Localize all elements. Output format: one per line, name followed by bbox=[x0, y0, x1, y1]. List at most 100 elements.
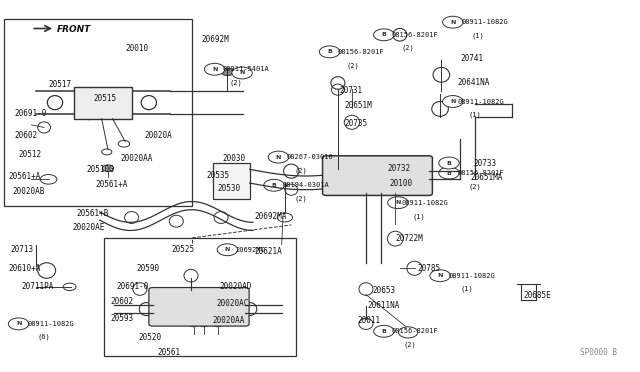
Text: 20030: 20030 bbox=[223, 154, 246, 163]
Text: N: N bbox=[239, 70, 244, 76]
Text: 20535: 20535 bbox=[206, 171, 230, 180]
Text: N: N bbox=[212, 67, 218, 72]
Text: 20561+A: 20561+A bbox=[8, 172, 41, 181]
Text: B: B bbox=[447, 161, 451, 166]
Circle shape bbox=[109, 113, 120, 120]
Text: N: N bbox=[16, 321, 21, 326]
Text: 20651M: 20651M bbox=[344, 101, 372, 110]
Circle shape bbox=[198, 321, 209, 327]
Text: N: N bbox=[276, 155, 281, 160]
Text: 08911-1082G: 08911-1082G bbox=[458, 99, 504, 105]
Text: 20722M: 20722M bbox=[396, 234, 423, 243]
Text: 20691-0: 20691-0 bbox=[117, 282, 149, 291]
Text: B: B bbox=[271, 183, 276, 188]
Text: 20515: 20515 bbox=[93, 94, 116, 103]
Circle shape bbox=[388, 197, 408, 209]
Text: N: N bbox=[225, 247, 230, 252]
Text: (1): (1) bbox=[413, 213, 426, 219]
Text: 20561+B: 20561+B bbox=[76, 209, 108, 218]
Circle shape bbox=[374, 326, 394, 337]
Text: 20713: 20713 bbox=[10, 245, 33, 254]
Text: 08156-8201F: 08156-8201F bbox=[392, 32, 438, 38]
FancyBboxPatch shape bbox=[149, 288, 249, 326]
Text: N: N bbox=[437, 273, 443, 278]
Text: (2): (2) bbox=[402, 45, 415, 51]
Text: B: B bbox=[327, 49, 332, 54]
Text: 20020AE: 20020AE bbox=[72, 223, 104, 232]
Circle shape bbox=[268, 151, 289, 163]
Text: 20020AB: 20020AB bbox=[12, 187, 45, 196]
Text: N: N bbox=[396, 200, 401, 205]
Text: SP0000 B: SP0000 B bbox=[580, 348, 617, 357]
Text: 20741: 20741 bbox=[461, 54, 484, 62]
Text: 20785: 20785 bbox=[417, 264, 440, 273]
Text: 20520: 20520 bbox=[138, 333, 161, 342]
Text: N: N bbox=[450, 99, 456, 104]
FancyBboxPatch shape bbox=[323, 156, 433, 195]
Text: 20692M: 20692M bbox=[202, 35, 230, 44]
Circle shape bbox=[188, 321, 198, 327]
Circle shape bbox=[439, 167, 460, 179]
Text: 20561+A: 20561+A bbox=[95, 180, 127, 189]
Text: 20100: 20100 bbox=[389, 179, 412, 187]
Text: 08911-1082G: 08911-1082G bbox=[462, 19, 509, 25]
Text: 20733: 20733 bbox=[473, 158, 497, 167]
Text: 20510G: 20510G bbox=[87, 165, 115, 174]
Text: 08911-1082G: 08911-1082G bbox=[449, 273, 496, 279]
Text: 20561: 20561 bbox=[157, 347, 180, 356]
Text: 20653: 20653 bbox=[372, 286, 396, 295]
Text: FRONT: FRONT bbox=[57, 25, 91, 34]
Text: 20020AC: 20020AC bbox=[216, 299, 249, 308]
Text: 20731: 20731 bbox=[339, 86, 362, 95]
Text: 20602: 20602 bbox=[15, 131, 38, 141]
Text: 20011: 20011 bbox=[357, 316, 380, 325]
Text: 08911-5401A: 08911-5401A bbox=[223, 66, 269, 72]
Circle shape bbox=[204, 63, 225, 75]
Text: (1): (1) bbox=[468, 112, 481, 118]
Text: 08267-03010: 08267-03010 bbox=[287, 154, 333, 160]
Text: (2): (2) bbox=[468, 183, 481, 190]
FancyBboxPatch shape bbox=[74, 87, 132, 119]
Text: (2): (2) bbox=[403, 341, 416, 348]
Text: 20590: 20590 bbox=[136, 264, 159, 273]
Text: (1): (1) bbox=[461, 286, 473, 292]
Text: (2): (2) bbox=[347, 62, 360, 69]
Text: 20593: 20593 bbox=[111, 314, 134, 323]
Text: 20010: 20010 bbox=[125, 44, 148, 53]
Text: 20692MA: 20692MA bbox=[255, 212, 287, 221]
Circle shape bbox=[102, 165, 114, 171]
FancyBboxPatch shape bbox=[104, 238, 296, 356]
Text: 20020AA: 20020AA bbox=[121, 154, 153, 163]
Text: B: B bbox=[381, 329, 387, 334]
Text: 08911-1082G: 08911-1082G bbox=[28, 321, 74, 327]
FancyBboxPatch shape bbox=[4, 19, 192, 206]
Text: 20732: 20732 bbox=[387, 164, 410, 173]
Text: 20610+A: 20610+A bbox=[8, 264, 41, 273]
Circle shape bbox=[232, 67, 252, 79]
Circle shape bbox=[430, 270, 451, 282]
Circle shape bbox=[443, 96, 463, 108]
Circle shape bbox=[217, 244, 237, 256]
Circle shape bbox=[212, 321, 223, 327]
Text: 20735: 20735 bbox=[344, 119, 367, 128]
Text: 20517: 20517 bbox=[49, 80, 72, 89]
Text: (2): (2) bbox=[294, 167, 307, 174]
Text: (1): (1) bbox=[472, 33, 484, 39]
FancyBboxPatch shape bbox=[212, 163, 250, 199]
Text: 08156-8201F: 08156-8201F bbox=[392, 328, 438, 334]
Text: (2): (2) bbox=[229, 80, 242, 86]
Text: 08156-8201F: 08156-8201F bbox=[338, 49, 385, 55]
Circle shape bbox=[443, 16, 463, 28]
Text: 20611NA: 20611NA bbox=[368, 301, 400, 310]
Circle shape bbox=[264, 179, 284, 191]
Text: 20020A: 20020A bbox=[145, 131, 172, 141]
Text: 20651MA: 20651MA bbox=[470, 173, 502, 182]
Circle shape bbox=[374, 29, 394, 41]
Circle shape bbox=[319, 46, 340, 58]
Text: 08911-1082G: 08911-1082G bbox=[402, 200, 449, 206]
Text: 20641NA: 20641NA bbox=[458, 78, 490, 87]
Text: 08156-8201F: 08156-8201F bbox=[458, 170, 504, 176]
Text: B: B bbox=[381, 32, 387, 37]
Circle shape bbox=[8, 318, 29, 330]
Text: 20692MC: 20692MC bbox=[236, 247, 266, 253]
